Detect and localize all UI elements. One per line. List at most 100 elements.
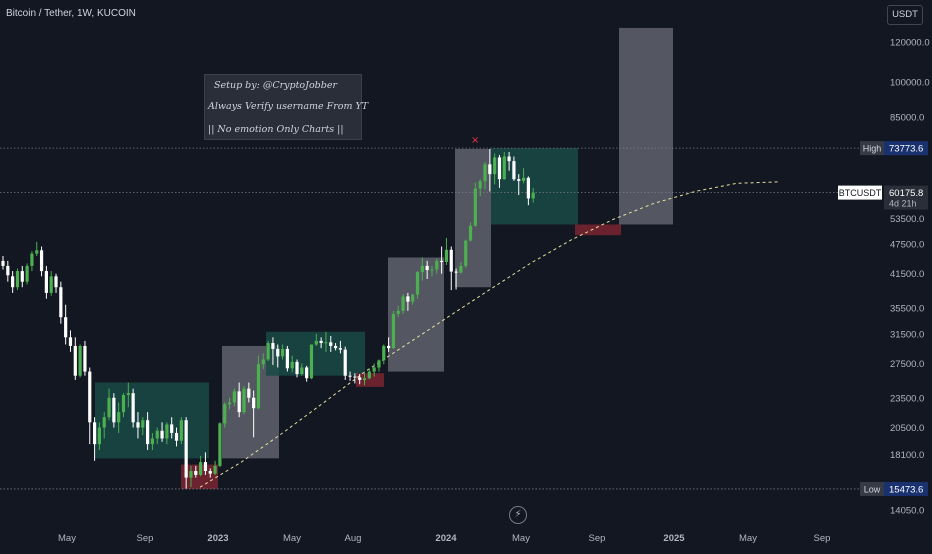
candle-body	[473, 188, 477, 226]
candle-body	[309, 344, 314, 379]
candle-body	[6, 265, 10, 276]
candle	[415, 271, 420, 299]
candle	[353, 373, 357, 384]
y-tick-label: 27500.0	[890, 359, 924, 370]
candle	[358, 374, 362, 385]
candle-body	[411, 294, 415, 302]
x-tick-label: May	[58, 533, 76, 544]
x-tick-label: 2025	[663, 533, 685, 544]
candle	[20, 265, 24, 288]
candle-body	[102, 417, 106, 428]
candle	[1, 256, 5, 270]
candle	[150, 432, 155, 450]
candle-body	[121, 394, 126, 413]
low-badge-value-box	[884, 481, 928, 496]
candle-body	[444, 249, 449, 262]
candle	[324, 331, 328, 352]
candle	[126, 382, 130, 408]
candle	[256, 355, 261, 410]
candle	[425, 260, 429, 280]
lightning-bolt-icon[interactable]: ⚡	[509, 506, 527, 524]
candle	[136, 412, 140, 439]
candle-body	[507, 156, 511, 162]
candle-body	[237, 391, 241, 413]
candle	[117, 402, 121, 433]
candle	[521, 168, 526, 184]
candle	[290, 355, 294, 373]
candle-body	[150, 438, 155, 445]
candle-body	[319, 340, 323, 344]
candle	[184, 417, 188, 489]
candle	[305, 365, 309, 382]
candle-body	[194, 470, 198, 475]
candle	[396, 305, 400, 318]
candle	[512, 156, 516, 181]
candle	[170, 417, 174, 439]
y-tick-label: 18100.0	[890, 450, 924, 461]
candle-body	[300, 367, 304, 375]
last-price-badge: BTCUSDT 60175.84d 21h	[838, 185, 928, 210]
candle-body	[54, 276, 58, 288]
candle-body	[285, 348, 289, 369]
candle-body	[242, 388, 246, 413]
candle	[435, 258, 439, 274]
candle-body	[387, 345, 391, 349]
candle	[444, 237, 449, 265]
candle-body	[305, 367, 309, 379]
candle	[107, 388, 111, 421]
high-badge-tag	[860, 141, 884, 156]
candle	[333, 343, 338, 351]
x-tick-label: May	[283, 533, 301, 544]
candle-body	[203, 462, 208, 471]
symbol-title: Bitcoin / Tether, 1W, KUCOIN	[6, 8, 136, 19]
candle-body	[252, 397, 256, 409]
candle-body	[44, 271, 48, 293]
candle	[189, 465, 193, 488]
candle	[507, 151, 511, 171]
candle-body	[502, 156, 506, 180]
x-tick-label: Sep	[814, 533, 831, 544]
y-tick-label: 14050.0	[890, 506, 924, 517]
candle-body	[146, 420, 150, 445]
y-tick-label: 41500.0	[890, 269, 924, 280]
candle	[252, 390, 256, 438]
candle	[517, 174, 521, 196]
candle-body	[420, 265, 424, 273]
candle	[97, 422, 101, 450]
candle	[468, 222, 473, 242]
candle-body	[126, 393, 130, 395]
candle-body	[435, 260, 439, 270]
candle	[218, 422, 222, 468]
candle-body	[68, 337, 73, 346]
candle-body	[213, 465, 217, 474]
currency-button[interactable]: USDT	[887, 5, 923, 25]
high-badge-label: High	[863, 144, 882, 154]
candle-body	[107, 397, 111, 418]
candle	[502, 151, 506, 180]
candle-body	[232, 391, 236, 403]
zone-green	[266, 331, 365, 376]
candle	[146, 412, 150, 450]
candle	[420, 257, 424, 281]
candle	[160, 422, 164, 442]
candle	[440, 246, 444, 274]
candle	[266, 340, 270, 362]
x-tick-label: Sep	[137, 533, 154, 544]
symbol-tag	[838, 185, 882, 200]
candle-body	[49, 276, 53, 293]
candle	[483, 162, 487, 190]
candle-body	[290, 361, 294, 369]
candle-body	[88, 371, 92, 423]
high-badge-value-box	[884, 141, 928, 156]
candle	[295, 359, 299, 378]
candle-body	[73, 345, 77, 376]
candle	[78, 344, 82, 378]
candle-body	[493, 157, 497, 175]
candle	[30, 251, 34, 272]
low-badge-label: Low	[864, 484, 881, 494]
candle-body	[199, 462, 203, 475]
candle-body	[179, 420, 183, 441]
candle-body	[348, 375, 352, 377]
